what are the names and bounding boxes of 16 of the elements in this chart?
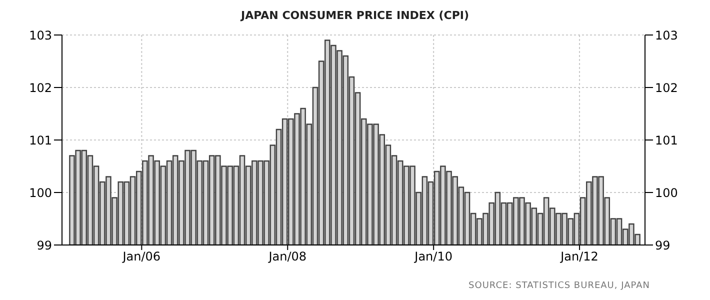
chart-title: JAPAN CONSUMER PRICE INDEX (CPI) — [239, 9, 470, 22]
y-tick-label: 99 — [36, 238, 52, 252]
y2-tick-label: 100 — [655, 186, 678, 200]
x-tick-label: Jan/10 — [414, 250, 452, 264]
y-tick-label: 100 — [29, 186, 52, 200]
y2-tick-label: 99 — [655, 238, 670, 252]
y-tick-label: 103 — [29, 28, 52, 42]
y-tick-label: 102 — [29, 80, 52, 95]
y2-tick-label: 101 — [655, 133, 678, 148]
y2-tick-label: 103 — [655, 28, 678, 42]
y2-tick-label: 102 — [655, 80, 678, 95]
y-tick-label: 101 — [29, 133, 52, 148]
source-note: SOURCE: STATISTICS BUREAU, JAPAN — [468, 281, 650, 291]
x-tick-label: Jan/12 — [560, 250, 598, 264]
x-tick-label: Jan/06 — [122, 250, 161, 264]
x-tick-label: Jan/08 — [268, 250, 307, 264]
